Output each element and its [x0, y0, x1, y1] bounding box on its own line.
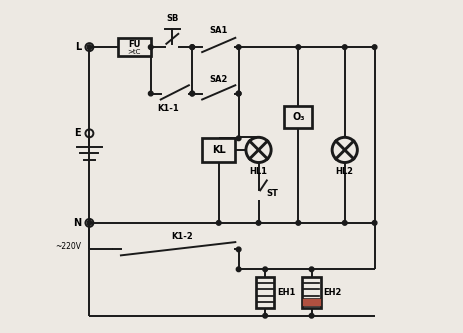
- Circle shape: [262, 267, 267, 272]
- Text: FU: FU: [128, 40, 140, 49]
- Circle shape: [256, 220, 260, 225]
- Circle shape: [236, 247, 240, 252]
- Circle shape: [148, 91, 153, 96]
- Circle shape: [295, 45, 300, 49]
- Circle shape: [236, 267, 240, 272]
- Text: EH2: EH2: [323, 288, 341, 297]
- Circle shape: [342, 220, 346, 225]
- Text: O₃: O₃: [291, 112, 304, 122]
- Circle shape: [148, 45, 153, 49]
- Circle shape: [236, 45, 240, 49]
- Circle shape: [295, 220, 300, 225]
- Circle shape: [371, 220, 376, 225]
- Text: SA2: SA2: [209, 75, 227, 84]
- Circle shape: [262, 313, 267, 318]
- Circle shape: [371, 45, 376, 49]
- Circle shape: [236, 136, 240, 141]
- Bar: [202, 138, 235, 162]
- Text: ~220V: ~220V: [55, 241, 81, 251]
- Circle shape: [189, 45, 194, 49]
- Text: SA1: SA1: [209, 26, 227, 35]
- Text: K1-1: K1-1: [157, 104, 179, 113]
- Circle shape: [342, 45, 346, 49]
- Circle shape: [236, 91, 240, 96]
- Bar: [302, 298, 320, 306]
- Circle shape: [87, 45, 92, 49]
- Text: EH1: EH1: [276, 288, 294, 297]
- Text: L: L: [75, 42, 81, 52]
- Circle shape: [216, 220, 220, 225]
- Bar: [302, 277, 320, 308]
- Text: HL1: HL1: [249, 167, 267, 176]
- Text: HL2: HL2: [335, 167, 353, 176]
- Bar: [256, 277, 274, 308]
- Text: K1-2: K1-2: [171, 232, 193, 241]
- Circle shape: [189, 91, 194, 96]
- Circle shape: [189, 45, 194, 49]
- Text: SB: SB: [166, 14, 178, 23]
- Text: KL: KL: [212, 145, 225, 155]
- Text: ST: ST: [266, 188, 278, 197]
- Bar: [284, 106, 312, 128]
- Circle shape: [189, 91, 194, 96]
- Bar: [117, 38, 150, 56]
- Circle shape: [236, 91, 240, 96]
- Circle shape: [87, 220, 92, 225]
- Text: >tC: >tC: [127, 49, 141, 55]
- Text: N: N: [73, 218, 81, 228]
- Text: E: E: [75, 128, 81, 138]
- Circle shape: [309, 267, 313, 272]
- Circle shape: [309, 313, 313, 318]
